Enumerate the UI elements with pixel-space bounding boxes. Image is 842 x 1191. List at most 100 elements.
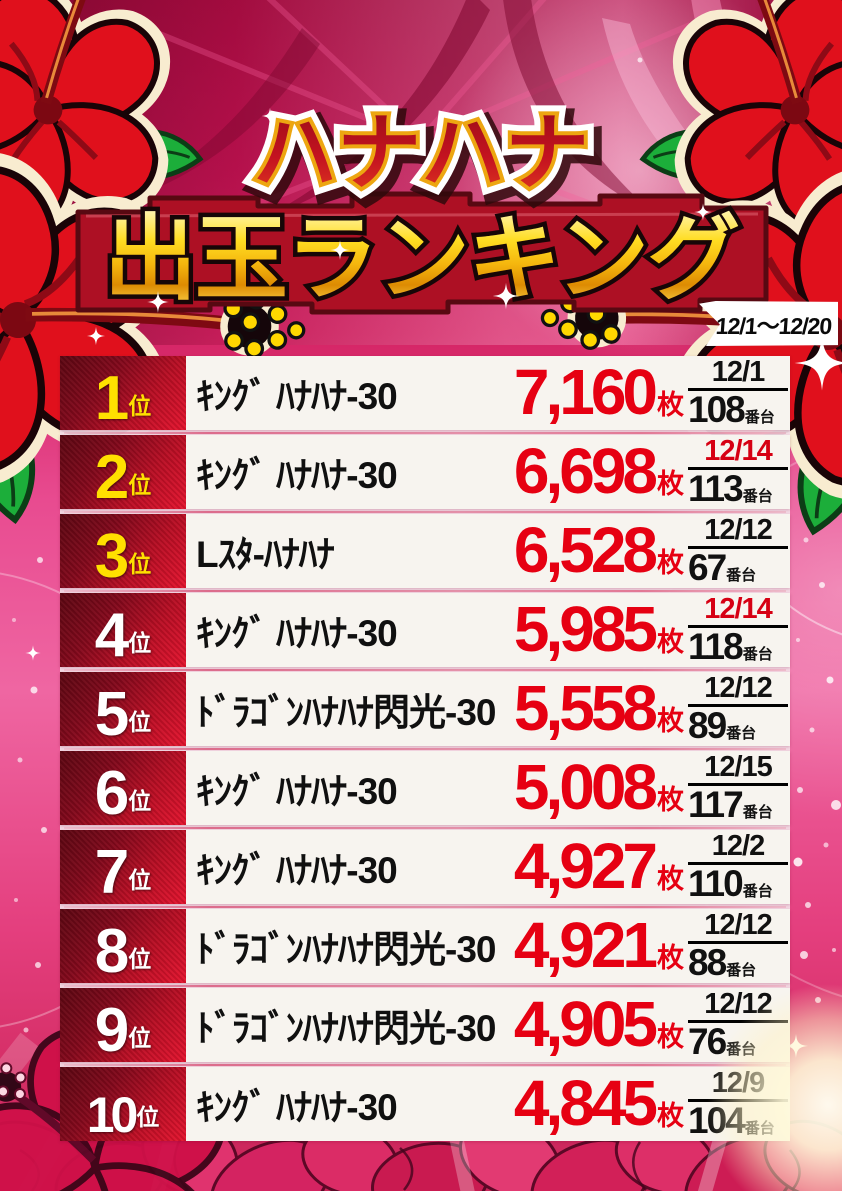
rank-suffix: 位 (128, 551, 152, 577)
payout: 6,698 枚 (514, 439, 684, 505)
machine-number-unit: 番台 (742, 883, 773, 901)
rank-badge: 5 位 (60, 672, 186, 746)
machine-number: 118 番台 (688, 628, 788, 665)
rank-badge: 6 位 (60, 751, 186, 825)
date-machine-column: 12/2 110 番台 (688, 830, 788, 904)
date-machine-column: 12/1 108 番台 (688, 356, 788, 430)
machine-name: ｷﾝｸﾞ ﾊﾅﾊﾅ-30 (196, 1087, 398, 1128)
rank-number: 8 (94, 916, 130, 986)
rank-badge: 3 位 (60, 514, 186, 588)
payout-value: 6,698 (513, 435, 658, 507)
rank-suffix: 位 (128, 788, 152, 814)
rank-number: 6 (94, 758, 130, 828)
machine-name: ｷﾝｸﾞ ﾊﾅﾊﾅ-30 (196, 850, 398, 891)
win-date: 12/12 (688, 989, 788, 1024)
period-text: 12/1～12/20 (714, 312, 832, 339)
rank-badge: 9 位 (60, 988, 186, 1062)
machine-name: ﾄﾞﾗｺﾞﾝﾊﾅﾊﾅ閃光-30 (196, 692, 496, 733)
payout-unit: 枚 (657, 706, 684, 736)
rank-number: 1 (94, 363, 130, 433)
rank-badge: 10 位 (60, 1067, 186, 1141)
machine-number: 117 番台 (688, 786, 788, 823)
payout-value: 4,845 (513, 1067, 658, 1139)
rank-suffix: 位 (128, 867, 152, 893)
payout: 4,845 枚 (514, 1071, 684, 1137)
machine-number: 113 番台 (688, 470, 788, 507)
machine-number-unit: 番台 (744, 1120, 775, 1138)
palm-frond-silhouettes (108, 0, 832, 236)
payout: 5,985 枚 (514, 597, 684, 663)
svg-text:ハナハナ: ハナハナ (253, 106, 589, 200)
ranking-row-8: 8 位 ﾄﾞﾗｺﾞﾝﾊﾅﾊﾅ閃光-30 4,921 枚 12/12 88 番台 (60, 906, 790, 983)
win-date: 12/2 (688, 831, 788, 866)
ranking-row-1: 1 位 ｷﾝｸﾞ ﾊﾅﾊﾅ-30 7,160 枚 12/1 108 番台 (60, 356, 790, 430)
payout-unit: 枚 (657, 548, 684, 578)
win-date: 12/1 (688, 357, 788, 392)
period-ribbon: 12/1～12/20 (699, 301, 838, 346)
machine-number-value: 118 (688, 626, 744, 668)
title-line2: 出玉ランキング (104, 207, 739, 311)
date-machine-column: 12/12 88 番台 (688, 909, 788, 983)
machine-name: ｷﾝｸﾞ ﾊﾅﾊﾅ-30 (196, 376, 398, 417)
payout-unit: 枚 (657, 864, 684, 894)
payout-value: 5,985 (513, 593, 658, 665)
rank-number: 5 (94, 679, 130, 749)
rank-suffix: 位 (136, 1104, 160, 1130)
svg-text:ハナハナ: ハナハナ (253, 106, 589, 200)
machine-name: ｷﾝｸﾞ ﾊﾅﾊﾅ-30 (196, 455, 398, 496)
payout-value: 4,927 (513, 830, 658, 902)
date-machine-column: 12/12 89 番台 (688, 672, 788, 746)
payout: 6,528 枚 (514, 518, 684, 584)
date-machine-column: 12/14 113 番台 (688, 435, 788, 509)
payout: 4,927 枚 (514, 834, 684, 900)
rank-number: 7 (94, 837, 130, 907)
rank-badge: 7 位 (60, 830, 186, 904)
machine-number-unit: 番台 (726, 1041, 757, 1059)
machine-number-value: 108 (688, 389, 746, 431)
payout-value: 7,160 (513, 356, 658, 428)
machine-name: ｷﾝｸﾞ ﾊﾅﾊﾅ-30 (196, 771, 398, 812)
machine-number-value: 88 (688, 942, 727, 984)
machine-number-unit: 番台 (742, 646, 773, 664)
date-machine-column: 12/15 117 番台 (688, 751, 788, 825)
machine-number-unit: 番台 (726, 567, 757, 585)
ranking-row-4: 4 位 ｷﾝｸﾞ ﾊﾅﾊﾅ-30 5,985 枚 12/14 118 番台 (60, 590, 790, 667)
win-date: 12/15 (688, 752, 788, 787)
payout: 5,558 枚 (514, 676, 684, 742)
machine-number-unit: 番台 (742, 488, 773, 506)
rank-suffix: 位 (128, 1025, 152, 1051)
rank-suffix: 位 (128, 393, 152, 419)
machine-number-unit: 番台 (726, 725, 757, 743)
machine-number-value: 89 (688, 705, 727, 747)
machine-number-value: 104 (688, 1100, 746, 1142)
payout-unit: 枚 (657, 1022, 684, 1052)
machine-number-value: 113 (688, 468, 744, 510)
payout-value: 5,558 (513, 672, 658, 744)
svg-text:ハナハナ: ハナハナ (258, 112, 594, 206)
main-title: ハナハナ ハナハナ ハナハナ ハナハナ (243, 96, 607, 214)
ranking-row-5: 5 位 ﾄﾞﾗｺﾞﾝﾊﾅﾊﾅ閃光-30 5,558 枚 12/12 89 番台 (60, 669, 790, 746)
payout-unit: 枚 (657, 1101, 684, 1131)
payout-value: 4,905 (513, 988, 658, 1060)
rank-badge: 8 位 (60, 909, 186, 983)
machine-number-value: 110 (688, 863, 744, 905)
payout: 5,008 枚 (514, 755, 684, 821)
machine-number-value: 67 (688, 547, 727, 589)
date-machine-column: 12/12 76 番台 (688, 988, 788, 1062)
payout-unit: 枚 (657, 627, 684, 657)
payout-unit: 枚 (657, 943, 684, 973)
machine-number: 110 番台 (688, 865, 788, 902)
payout-unit: 枚 (657, 390, 684, 420)
machine-number: 89 番台 (688, 707, 788, 744)
payout-value: 5,008 (513, 751, 658, 823)
machine-number-unit: 番台 (726, 962, 757, 980)
rank-number: 10 (86, 1087, 139, 1143)
win-date: 12/12 (688, 673, 788, 708)
ranking-row-9: 9 位 ﾄﾞﾗｺﾞﾝﾊﾅﾊﾅ閃光-30 4,905 枚 12/12 76 番台 (60, 985, 790, 1062)
ranking-row-7: 7 位 ｷﾝｸﾞ ﾊﾅﾊﾅ-30 4,927 枚 12/2 110 番台 (60, 827, 790, 904)
payout: 4,905 枚 (514, 992, 684, 1058)
machine-number: 76 番台 (688, 1023, 788, 1060)
rank-suffix: 位 (128, 709, 152, 735)
ranking-row-10: 10 位 ｷﾝｸﾞ ﾊﾅﾊﾅ-30 4,845 枚 12/9 104 番台 (60, 1064, 790, 1142)
